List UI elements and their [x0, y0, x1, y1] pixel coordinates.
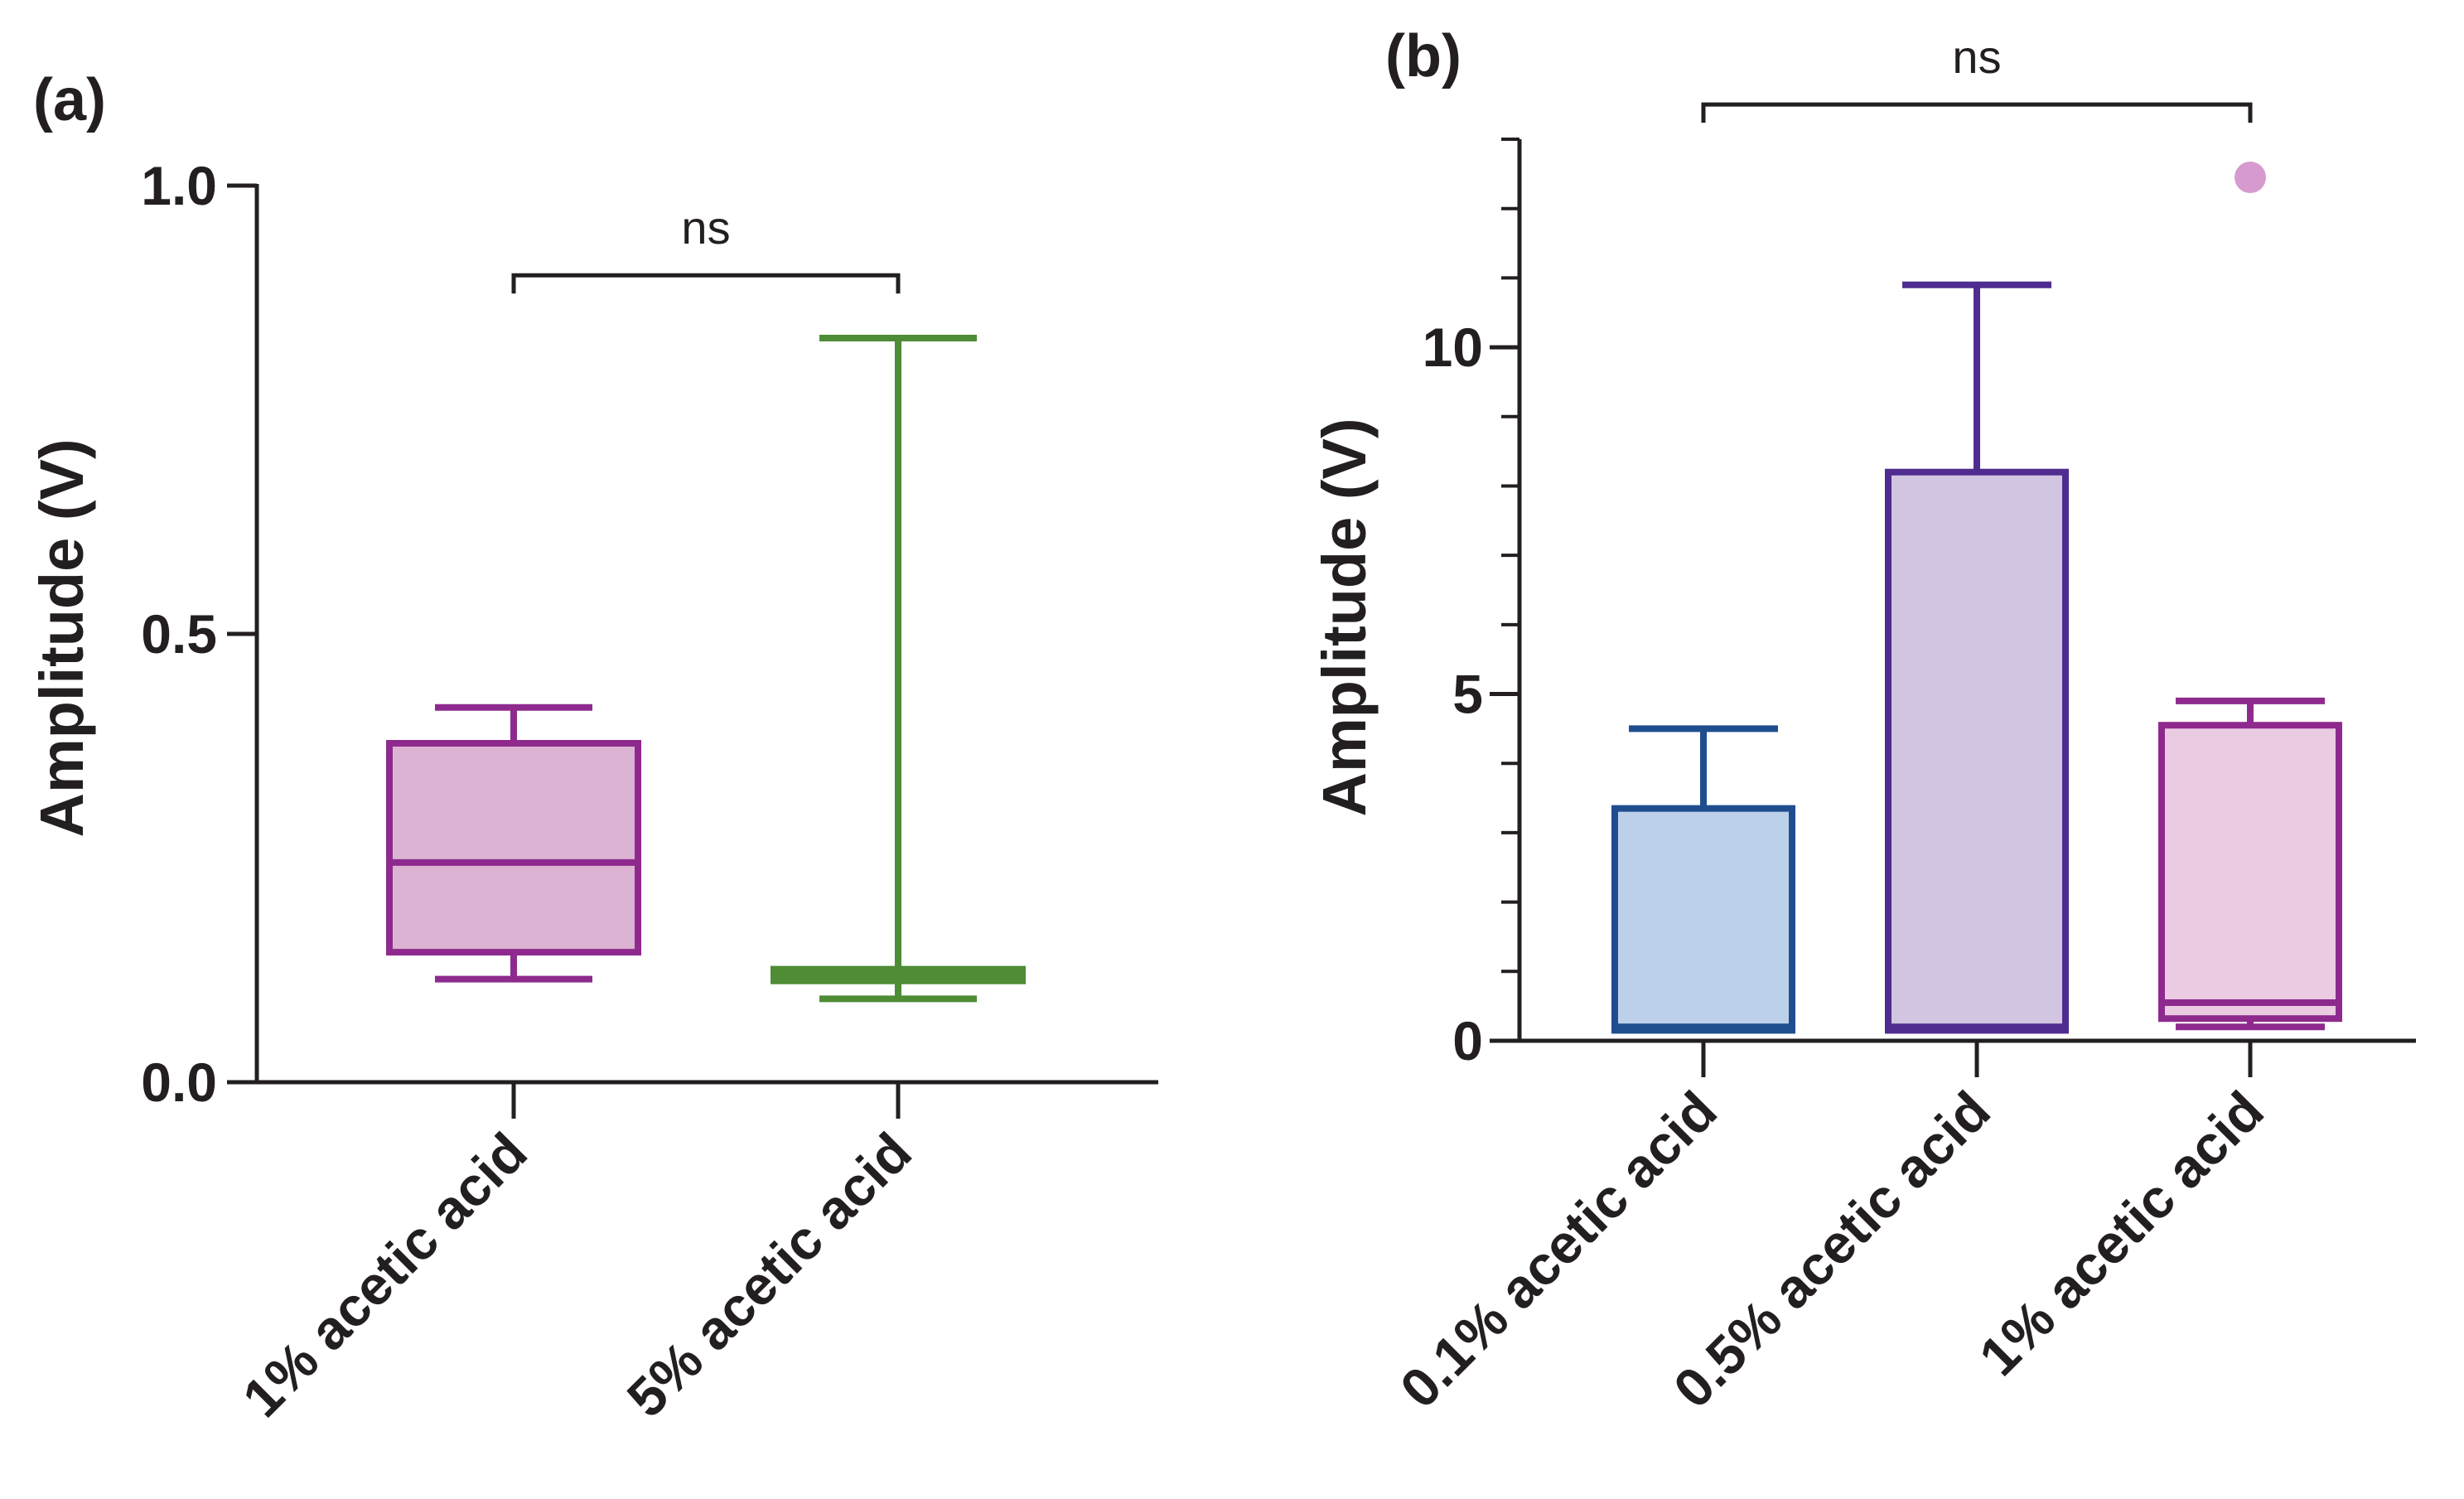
panel-a-box-2: [771, 334, 1026, 1003]
panel-b-box-1: [1611, 725, 1795, 1034]
panel-b-label: (b): [1385, 23, 1461, 89]
panel-b-significance: ns: [1701, 31, 2253, 123]
panel-a-significance-bracket: [511, 273, 901, 294]
iqr-box: [1611, 805, 1795, 1034]
panel-b-box-3: [2158, 162, 2342, 1031]
iqr-box: [2158, 722, 2342, 1023]
panel-b-boxes: [1611, 162, 2342, 1034]
panel-a-y-tick-label: 0.0: [141, 1052, 217, 1113]
panel-a-x-tick-label: 1% acetic acid: [230, 1121, 538, 1429]
iqr-box: [386, 740, 641, 956]
panel-b-y-tick-label: 0: [1452, 1010, 1483, 1071]
panel-a-y-tick-label: 1.0: [141, 155, 217, 216]
panel-b-significance-bracket: [1701, 102, 2253, 123]
outlier-point: [2235, 162, 2266, 194]
panel-a-significance-label: ns: [681, 201, 730, 254]
panel-a-axes: 0.0 0.5 1.0 1% acetic acid 5% acetic acid: [141, 155, 1158, 1429]
panel-a: (a) Amplitude (V) 0.0 0.5 1.0 1% acetic aci…: [27, 67, 1158, 1429]
panel-a-label: (a): [33, 67, 106, 133]
panel-a-x-tick-label: 5% acetic acid: [615, 1121, 922, 1429]
panel-a-y-axis-title: Amplitude (V): [27, 439, 96, 838]
panel-a-box-1: [386, 704, 641, 983]
panel-a-boxes: [386, 334, 1026, 1003]
panel-a-y-tick-label: 0.5: [141, 603, 217, 665]
panel-b-y-tick-label: 10: [1423, 317, 1483, 378]
panel-b-y-tick-label: 5: [1452, 664, 1483, 725]
panel-b-box-2: [1885, 281, 2069, 1034]
panel-b-significance-label: ns: [1952, 31, 2001, 83]
iqr-box: [1885, 468, 2069, 1034]
panel-b-x-tick-label: 1% acetic acid: [1967, 1080, 2274, 1387]
panel-a-significance: ns: [511, 201, 901, 294]
panel-b-y-axis-title: Amplitude (V): [1310, 418, 1379, 817]
